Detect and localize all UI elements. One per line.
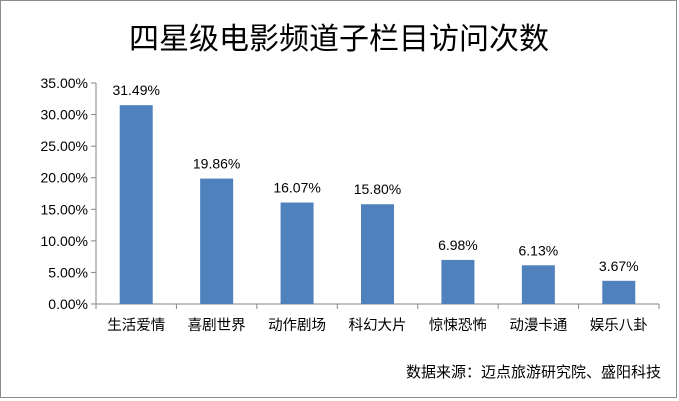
bar: [200, 178, 234, 304]
y-tick-label: 35.00%: [41, 75, 88, 91]
category-label: 娱乐八卦: [590, 317, 648, 334]
data-label: 15.80%: [354, 181, 401, 197]
plot-area: 0.00% 5.00% 10.00% 15.00% 20.00% 25.00% 30.00%…: [41, 75, 660, 334]
y-tick-label: 30.00%: [41, 107, 88, 123]
data-label: 31.49%: [112, 82, 159, 98]
category-label: 动作剧场: [268, 317, 326, 334]
category-label: 生活爱情: [107, 317, 165, 334]
y-tick-label: 25.00%: [41, 138, 88, 154]
data-source-note: 数据来源：迈点旅游研究院、盛阳科技: [406, 363, 661, 381]
data-label: 19.86%: [193, 156, 240, 172]
bar: [441, 259, 475, 304]
bar: [602, 280, 636, 304]
data-label: 6.13%: [519, 242, 559, 258]
y-tick-label: 15.00%: [41, 201, 88, 217]
category-label: 动漫卡通: [509, 317, 567, 334]
y-tick-label: 10.00%: [41, 233, 88, 249]
data-label: 3.67%: [599, 258, 639, 274]
category-label: 喜剧世界: [188, 317, 246, 334]
data-label: 6.98%: [438, 237, 478, 253]
bar: [361, 204, 394, 304]
y-tick-label: 20.00%: [41, 170, 88, 186]
category-label: 科幻大片: [349, 317, 407, 334]
y-tick-label: 5.00%: [48, 264, 88, 280]
bar: [280, 202, 314, 304]
data-label: 16.07%: [273, 180, 320, 196]
chart-title: 四星级电影频道子栏目访问次数: [129, 22, 549, 57]
bar: [119, 105, 153, 304]
category-label: 惊悚恐怖: [429, 317, 487, 334]
y-tick-label: 0.00%: [48, 296, 88, 312]
bar: [521, 265, 555, 304]
